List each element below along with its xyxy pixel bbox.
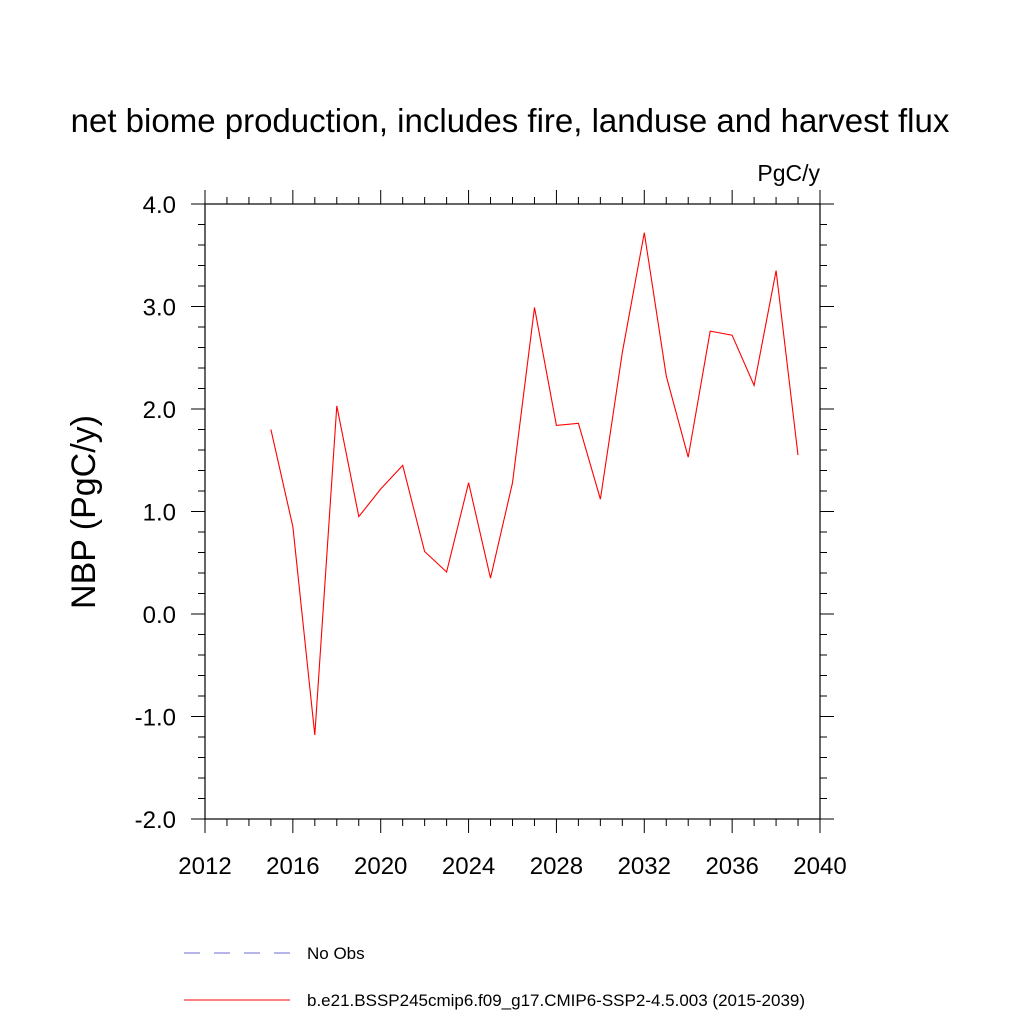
y-tick-label: -1.0 [135, 705, 176, 732]
y-tick-label: 4.0 [143, 192, 176, 219]
plot-frame [204, 203, 821, 820]
legend-label-model: b.e21.BSSP245cmip6.f09_g17.CMIP6-SSP2-4.… [307, 991, 805, 1010]
x-tick-label: 2040 [793, 853, 846, 880]
y-tick-label: 1.0 [143, 500, 176, 527]
x-tick-label: 2036 [705, 853, 758, 880]
x-tick-label: 2032 [618, 853, 671, 880]
x-tick-label: 2016 [266, 853, 319, 880]
series-line-1 [270, 232, 799, 736]
plot-series [270, 232, 799, 736]
x-tick-label: 2012 [178, 853, 231, 880]
y-tick-label: 2.0 [143, 397, 176, 424]
y-axis-label: NBP (PgC/y) [65, 415, 103, 609]
y-tick-labels: -2.0 -1.0 0.0 1.0 2.0 3.0 4.0 [135, 192, 176, 834]
units-label: PgC/y [757, 160, 820, 186]
x-tick-labels: 2012 2016 2020 2024 2028 2032 2036 2040 [178, 853, 846, 880]
legend-label-no-obs: No Obs [307, 944, 365, 963]
x-tick-label: 2024 [442, 853, 495, 880]
legend: No Obs b.e21.BSSP245cmip6.f09_g17.CMIP6-… [184, 944, 805, 1010]
x-tick-label: 2028 [530, 853, 583, 880]
y-tick-label: 0.0 [143, 602, 176, 629]
chart-title: net biome production, includes fire, lan… [71, 102, 950, 139]
x-tick-label: 2020 [354, 853, 407, 880]
y-tick-label: -2.0 [135, 807, 176, 834]
y-tick-label: 3.0 [143, 295, 176, 322]
axis-ticks [191, 190, 834, 833]
